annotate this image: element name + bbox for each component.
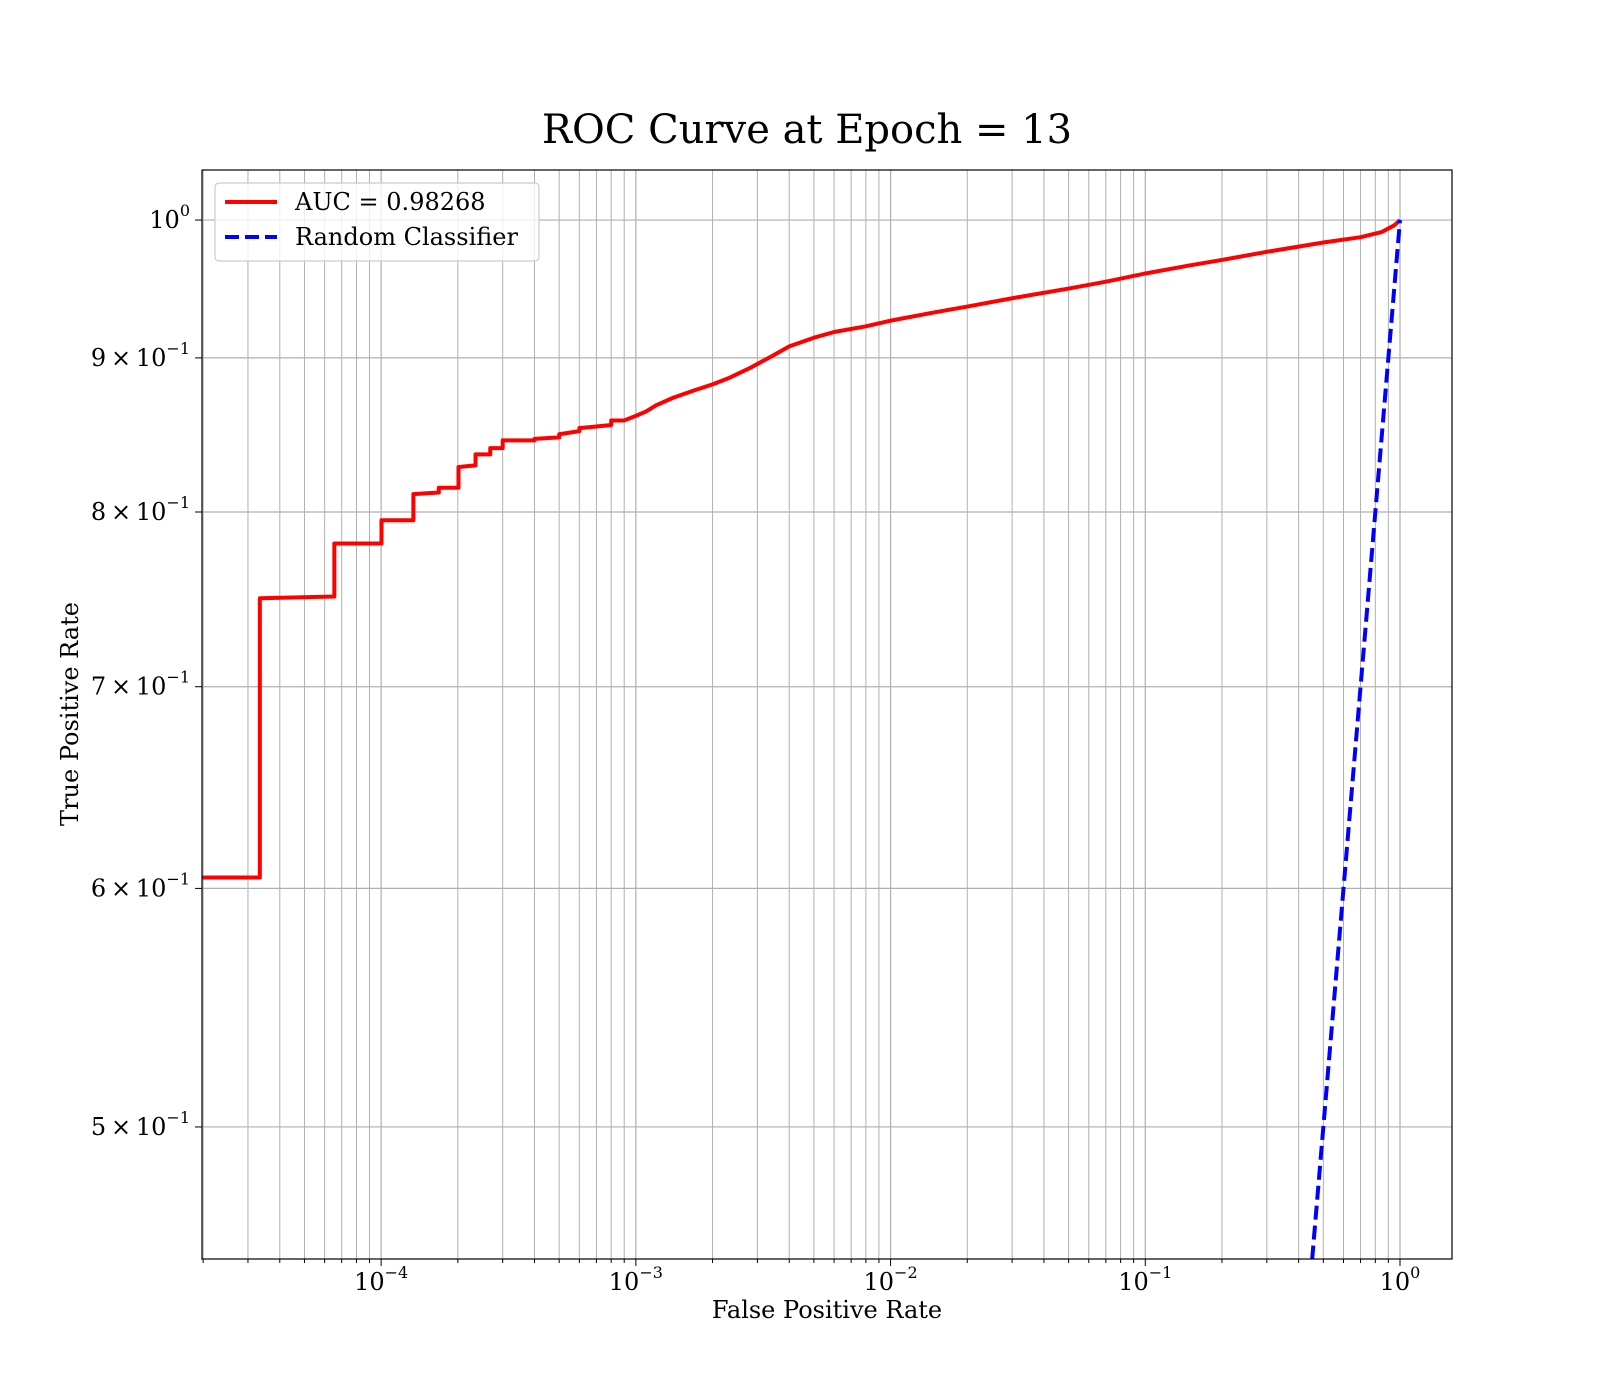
x-tick-label: 10−4 — [354, 1263, 408, 1296]
x-tick-label: 10−3 — [609, 1263, 663, 1296]
x-tick-label: 10−1 — [1118, 1263, 1172, 1296]
random-classifier-line — [1310, 219, 1403, 1259]
grid-lines — [202, 170, 1452, 1259]
y-tick-label: 7 × 10−1 — [91, 668, 190, 701]
y-tick-label: 8 × 10−1 — [91, 493, 190, 526]
legend-box — [214, 182, 540, 262]
y-tick-label: 6 × 10−1 — [91, 869, 190, 902]
y-tick-label: 5 × 10−1 — [91, 1108, 190, 1141]
y-tick-label: 9 × 10−1 — [91, 339, 190, 372]
axis-ticks: 10−4 10−3 10−2 10−1 100 100 9 × 10−1 8 × 10−1 7 … — [91, 201, 1420, 1296]
x-axis-label: False Positive Rate — [712, 1296, 942, 1324]
y-tick-label: 100 — [149, 201, 190, 234]
legend: AUC = 0.98268 Random Classifier — [214, 182, 540, 262]
legend-label-random: Random Classifier — [295, 223, 518, 251]
legend-label-roc: AUC = 0.98268 — [294, 188, 486, 216]
plot-frame — [201, 169, 1453, 1260]
roc-curve-line — [202, 218, 1402, 880]
series-lines — [202, 218, 1403, 1259]
chart-title: ROC Curve at Epoch = 13 — [542, 107, 1072, 153]
y-axis-label: True Positive Rate — [56, 602, 84, 826]
x-tick-label: 10−2 — [864, 1263, 918, 1296]
x-tick-label: 100 — [1380, 1263, 1421, 1296]
